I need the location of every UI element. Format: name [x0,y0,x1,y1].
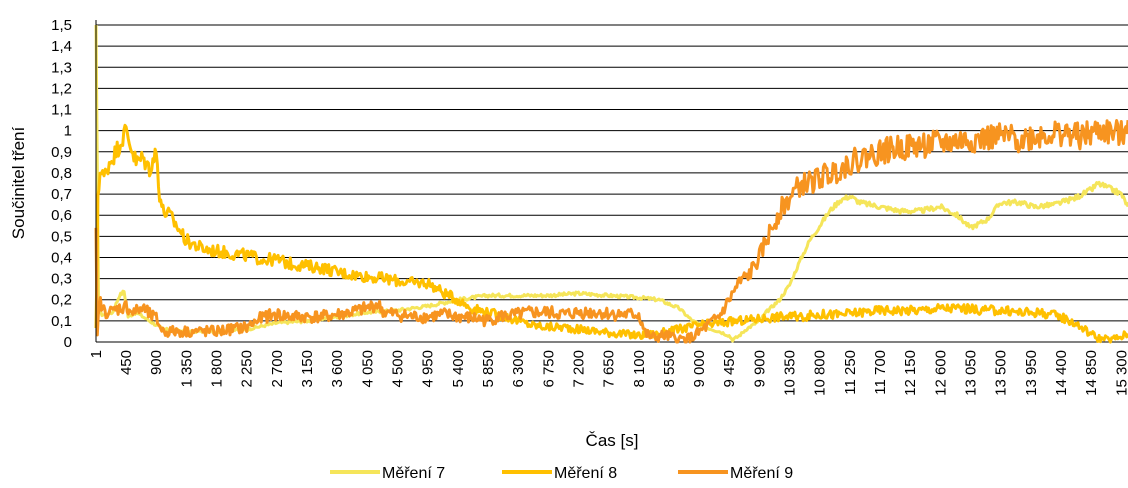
x-tick-label: 9 450 [721,350,738,388]
x-tick-label: 9 000 [691,350,708,388]
x-tick-label: 13 950 [1023,350,1040,396]
x-tick-label: 1 [88,350,105,358]
x-tick-label: 7 200 [570,350,587,388]
gridlines [96,24,1128,343]
x-tick-label: 900 [148,350,165,375]
x-tick-label: 15 300 [1113,350,1128,396]
series-line-1 [94,24,1128,343]
y-tick-label: 0,6 [51,207,72,224]
x-tick-label: 2 700 [269,350,286,388]
x-tick-label: 1 800 [209,350,226,388]
x-tick-label: 11 700 [872,350,889,395]
y-tick-label: 1 [64,123,72,140]
legend-label: Měření 7 [382,465,445,482]
x-tick-label: 8 550 [661,350,678,388]
x-tick-label: 2 250 [239,350,256,388]
x-tick-label: 10 800 [812,350,829,396]
x-tick-label: 14 400 [1053,350,1070,396]
x-tick-label: 13 500 [993,350,1010,396]
x-axis-title: Čas [s] [586,431,639,450]
legend-label: Měření 8 [554,465,617,482]
x-tick-label: 3 600 [329,350,346,388]
y-tick-label: 1,1 [51,102,72,119]
y-tick-label: 1,5 [51,17,72,34]
series-lines [94,24,1128,344]
axes: 0 0,1 0,2 0,3 0,4 0,5 0,6 0,7 0,8 0,9 1 1,1 1,2 1,3 1,… [51,17,1128,396]
series-line-2 [94,123,1128,344]
x-tick-label: 6 750 [540,350,557,388]
y-tick-label: 0,5 [51,228,72,245]
series-line-3 [94,119,1128,344]
y-tick-label: 0,7 [51,186,72,203]
x-tick-label: 4 500 [390,350,407,388]
y-tick-label: 0,9 [51,144,72,161]
x-tick-label: 13 050 [963,350,980,396]
y-tick-label: 1,4 [51,38,72,55]
y-tick-label: 1,2 [51,80,72,97]
x-tick-label: 9 900 [751,350,768,388]
legend: Měření 7 Měření 8 Měření 9 [330,465,793,482]
y-tick-label: 0,4 [51,249,72,266]
x-tick-label: 12 600 [932,350,949,396]
legend-label: Měření 9 [730,465,793,482]
x-tick-label: 6 300 [510,350,527,388]
x-tick-label: 1 350 [178,350,195,388]
y-axis-title: Součinitel tření [9,126,28,239]
x-tick-label: 10 350 [782,350,799,396]
x-tick-label: 5 400 [450,350,467,388]
y-tick-label: 1,3 [51,59,72,76]
x-tick-label: 4 050 [359,350,376,388]
x-tick-label: 450 [118,350,135,375]
y-tick-label: 0,1 [51,313,72,330]
x-tick-label: 11 250 [842,350,859,395]
y-tick-label: 0,2 [51,292,72,309]
x-tick-label: 3 150 [299,350,316,388]
x-tick-label: 5 850 [480,350,497,388]
x-tick-label: 4 950 [420,350,437,388]
y-tick-label: 0 [64,334,72,351]
y-tick-label: 0,8 [51,165,72,182]
y-tick-label: 0,3 [51,271,72,288]
x-tick-label: 8 100 [631,350,648,388]
x-tick-label: 12 150 [902,350,919,396]
x-tick-label: 7 650 [601,350,618,388]
x-tick-label: 14 850 [1083,350,1100,396]
